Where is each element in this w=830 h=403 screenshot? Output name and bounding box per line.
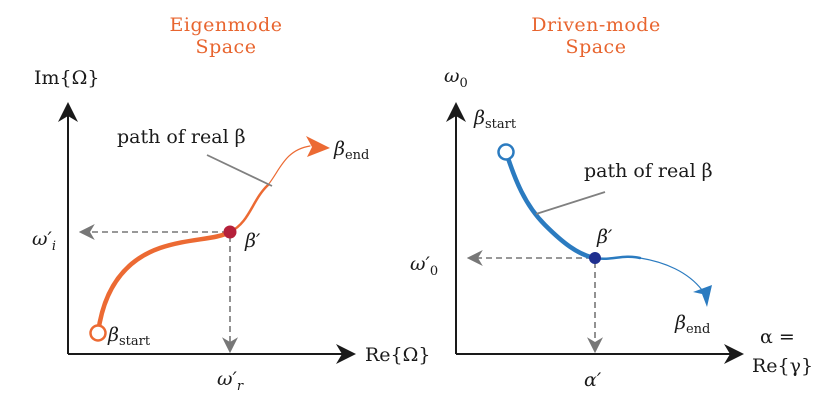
right-beta-start-label: βstart xyxy=(473,107,517,132)
right-beta-prime-point xyxy=(589,252,601,264)
right-path-start-segment xyxy=(503,149,598,261)
left-beta-end-label: βend xyxy=(333,138,369,163)
left-omega-i-label: ω′i xyxy=(32,228,56,254)
right-path-end-segment xyxy=(639,257,703,291)
right-x-axis-label-line1: α = xyxy=(760,326,795,348)
right-start-marker xyxy=(497,143,515,161)
right-path-middle-segment xyxy=(593,255,642,260)
left-path-middle-segment xyxy=(228,183,270,234)
left-path-label-leader xyxy=(206,154,273,187)
right-title-line1: Driven-mode xyxy=(531,14,660,36)
left-x-axis-label: Re{Ω} xyxy=(365,344,430,366)
left-path-start-segment xyxy=(95,229,233,336)
right-title-line2: Space xyxy=(566,36,627,58)
left-y-axis-label: Im{Ω} xyxy=(34,67,99,89)
right-panel: Driven-mode Space ω0 α = Re{γ} βstart βe… xyxy=(410,14,813,391)
right-y-axis-label: ω0 xyxy=(444,65,468,91)
left-title-line2: Space xyxy=(196,36,257,58)
left-path-end-segment xyxy=(267,145,311,186)
left-beta-start-label: βstart xyxy=(107,324,151,349)
right-alpha-prime-label: α′ xyxy=(584,369,602,391)
left-omega-r-label: ω′r xyxy=(217,368,244,394)
right-end-arrowhead xyxy=(693,285,712,307)
left-start-marker xyxy=(89,324,107,342)
left-end-arrowhead xyxy=(306,136,330,157)
left-path-label: path of real β xyxy=(117,126,246,148)
right-beta-end-label: βend xyxy=(674,312,710,337)
right-omega-0-label: ω′0 xyxy=(410,253,438,279)
left-title-line1: Eigenmode xyxy=(170,14,283,36)
right-path-label-leader xyxy=(535,191,606,215)
right-path-label: path of real β xyxy=(584,160,713,182)
left-beta-prime-point xyxy=(223,225,237,239)
right-beta-prime-label: β′ xyxy=(596,226,613,248)
left-panel: Eigenmode Space Im{Ω} Re{Ω} βstart βend … xyxy=(32,14,430,394)
left-beta-prime-label: β′ xyxy=(244,230,261,252)
right-x-axis-label-line2: Re{γ} xyxy=(752,355,813,377)
